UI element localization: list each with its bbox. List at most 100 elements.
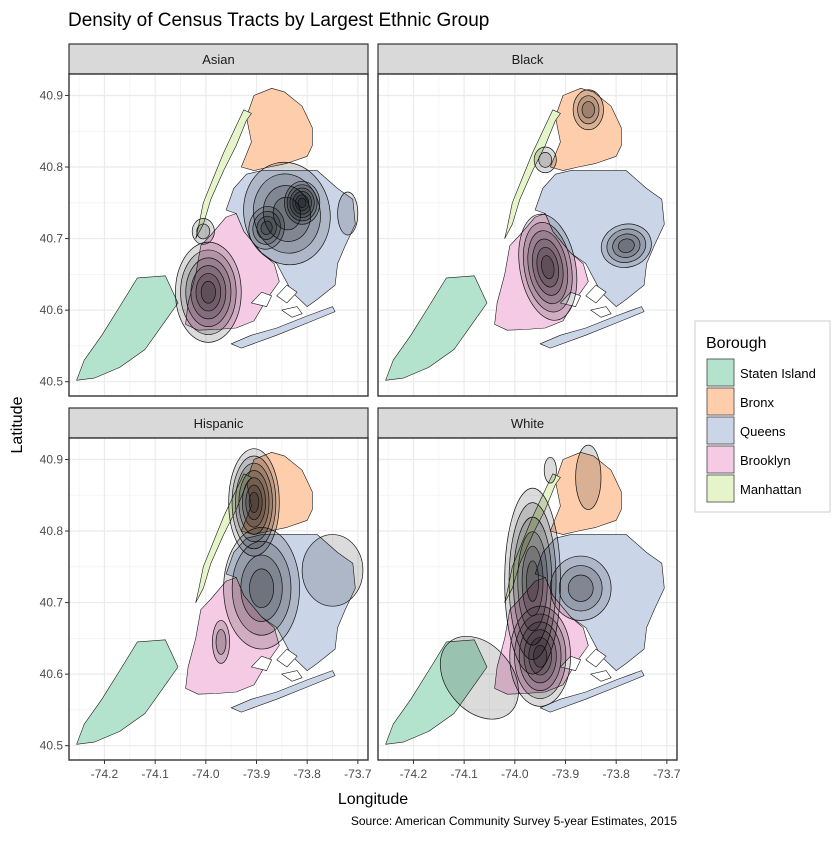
density-contour: [212, 620, 230, 664]
bay-island: [585, 648, 607, 668]
y-tick-label: 40.9: [40, 452, 64, 466]
borough-staten-island: [385, 639, 488, 745]
panel-border: [377, 73, 678, 397]
legend-label: Manhattan: [740, 482, 801, 497]
density-contour: [337, 191, 359, 236]
bay-island: [559, 291, 582, 307]
facet-panel-hispanic: Hispanic 40.9 40.8 40.7 40.6 40.5 -74.2 -74.1 -7…: [40, 407, 372, 781]
density-contour: [581, 101, 595, 119]
x-tick-label: -73.7: [344, 767, 372, 781]
density-contour: [518, 213, 578, 321]
density-contour: [606, 228, 647, 263]
x-tick-label: -73.7: [653, 767, 681, 781]
y-axis-title: Latitude: [9, 396, 26, 453]
density-contour: [577, 95, 600, 125]
x-axis-title: Longitude: [338, 791, 408, 808]
facet-panel-asian: Asian 40.9 40.8 40.7 40.6 40.5: [40, 43, 369, 397]
panel-plot-area: [69, 438, 368, 760]
density-contour: [508, 502, 557, 660]
density-contour: [558, 565, 603, 612]
panel-border: [68, 73, 369, 397]
x-tick-label: -73.8: [294, 767, 322, 781]
facet-panel-white: White -74.2 -74.1 -74.0 -73.9 -73.8 -73.7: [377, 407, 681, 781]
density-contour: [249, 568, 275, 609]
density-contour: [439, 635, 519, 720]
legend-item-staten-island: Staten Island: [706, 358, 816, 387]
density-contour: [223, 527, 300, 650]
x-tick-label: -73.9: [243, 767, 271, 781]
density-contour: [536, 246, 560, 288]
y-tick-label: 40.7: [40, 232, 64, 246]
bay-island: [590, 670, 612, 682]
facet-strip-label: Black: [512, 52, 544, 67]
panel-plot-area: [69, 74, 368, 396]
density-contour: [617, 238, 635, 253]
chart-title: Density of Census Tracts by Largest Ethn…: [68, 10, 489, 31]
density-contour: [538, 152, 553, 168]
legend: Borough Staten Island Bronx Queens Brooklyn…: [694, 320, 831, 513]
facet-strip: [68, 407, 369, 439]
bay-island: [250, 655, 273, 671]
legend-swatch: [706, 387, 735, 416]
y-tick-label: 40.5: [40, 375, 64, 389]
bay-island: [590, 306, 612, 318]
density-contour: [533, 146, 557, 174]
legend-label: Queens: [740, 424, 786, 439]
x-tick-label: -74.2: [91, 767, 119, 781]
density-contour: [514, 613, 567, 699]
density-contour: [513, 516, 553, 646]
density-contour: [528, 637, 552, 676]
panel-plot-area: [378, 438, 677, 760]
density-contour: [260, 220, 273, 235]
bay-island: [585, 284, 607, 304]
borough-staten-island: [76, 275, 179, 381]
density-contour: [235, 462, 273, 542]
density-contour: [175, 241, 242, 343]
facet-strip: [377, 407, 678, 439]
density-contour: [248, 206, 285, 250]
y-tick-label: 40.8: [40, 524, 64, 538]
borough-queens: [539, 306, 645, 349]
density-contour: [231, 455, 277, 550]
density-contour: [256, 215, 277, 240]
borough-queens: [230, 670, 336, 713]
legend-item-queens: Queens: [706, 416, 786, 445]
legend-swatch: [706, 358, 735, 387]
borough-staten-island: [76, 639, 179, 745]
bay-island: [276, 284, 298, 304]
source-caption: Source: American Community Survey 5-year…: [351, 814, 677, 828]
facet-strip-label: White: [511, 416, 544, 431]
density-contour: [284, 180, 321, 225]
density-contour: [575, 444, 602, 510]
facet-panels: Asian 40.9 40.8 40.7 40.6 40.5 Black Hispanic 40…: [40, 43, 681, 781]
facet-strip: [68, 43, 369, 75]
panel-border: [377, 437, 678, 761]
y-tick-label: 40.8: [40, 160, 64, 174]
density-contour: [541, 255, 555, 280]
density-contour: [200, 280, 216, 304]
x-tick-label: -74.1: [450, 767, 478, 781]
density-contour: [600, 223, 652, 268]
facet-strip-label: Hispanic: [194, 416, 244, 431]
density-contour: [612, 233, 641, 258]
density-contour: [240, 554, 283, 622]
density-contour: [567, 574, 594, 602]
facet-panel-black: Black: [377, 43, 678, 397]
x-tick-label: -73.9: [552, 767, 580, 781]
density-contour: [289, 187, 315, 218]
legend-swatch: [706, 416, 735, 445]
x-tick-label: -74.1: [141, 767, 169, 781]
facet-strip: [377, 43, 678, 75]
density-contour: [509, 605, 571, 707]
borough-staten-island: [385, 275, 488, 381]
legend-label: Brooklyn: [740, 453, 791, 468]
density-contour: [215, 629, 227, 655]
density-contour: [248, 491, 260, 513]
density-contour: [533, 644, 548, 668]
density-contour: [196, 223, 211, 240]
density-contour: [518, 621, 562, 691]
facet-strip-label: Asian: [202, 52, 235, 67]
legend-swatch: [706, 445, 735, 474]
x-tick-label: -74.0: [501, 767, 529, 781]
